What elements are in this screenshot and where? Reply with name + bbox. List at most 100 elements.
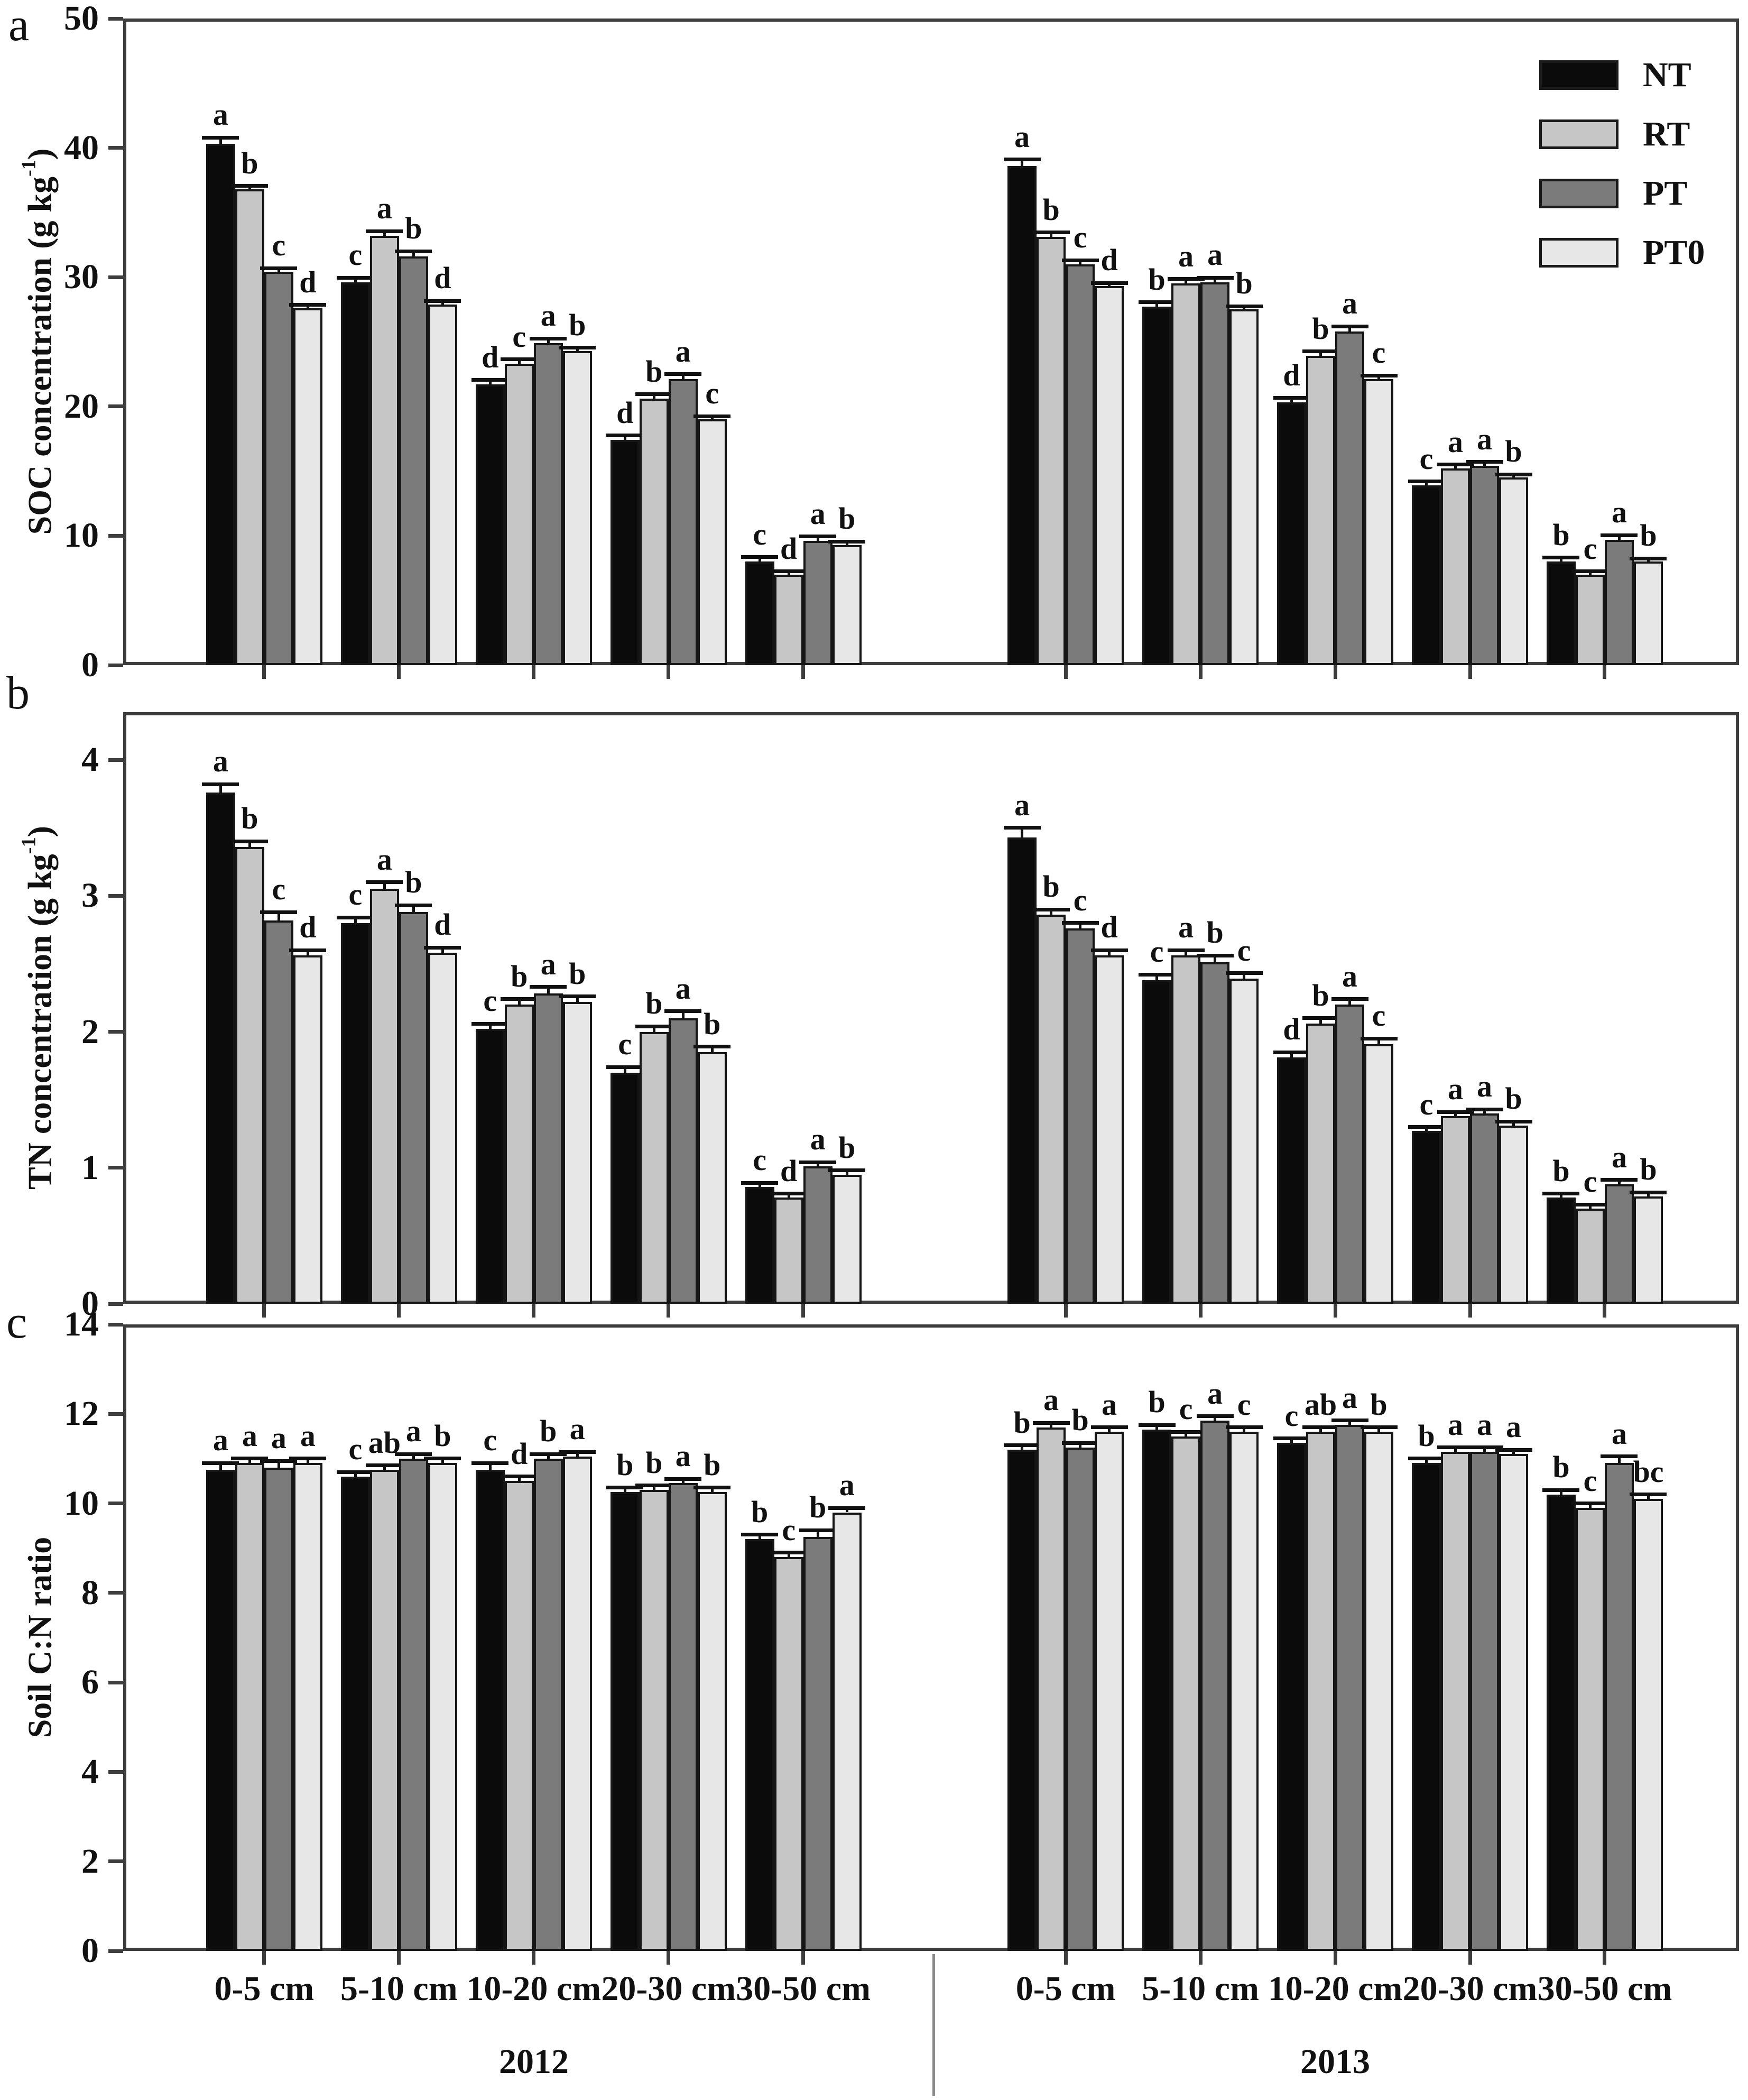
error-whisker-PT0-30-50 cm-2012 [845, 1170, 848, 1175]
significance-letter-NT-30-50 cm-2012: c [753, 517, 767, 551]
error-whisker-RT-5-10 cm-2012 [383, 1465, 386, 1470]
error-whisker-PT0-5-10 cm-2012 [441, 1458, 444, 1463]
significance-letter-NT-5-10 cm-2013: b [1148, 262, 1166, 297]
error-cap-RT-10-20 cm-2013 [1302, 1016, 1339, 1020]
panel-c-y-tick-label: 8 [81, 1573, 99, 1612]
error-cap-NT-30-50 cm-2012 [741, 1533, 779, 1537]
error-cap-NT-10-20 cm-2012 [471, 1461, 509, 1465]
error-cap-PT-5-10 cm-2012 [395, 249, 432, 253]
significance-letter-NT-5-10 cm-2012: c [348, 877, 363, 912]
panel-a-y-tick-label: 10 [64, 516, 99, 555]
error-cap-PT-20-30 cm-2012 [664, 1477, 702, 1481]
error-cap-NT-30-50 cm-2013 [1542, 556, 1580, 560]
significance-letter-RT-5-10 cm-2013: a [1178, 910, 1194, 945]
panel-c-y-tick-label: 0 [81, 1931, 99, 1970]
significance-letter-NT-10-20 cm-2013: d [1283, 1012, 1300, 1047]
significance-letter-PT-0-5 cm-2012: c [272, 228, 286, 263]
error-whisker-PT-0-5 cm-2012 [277, 1461, 280, 1468]
error-cap-PT-0-5 cm-2013 [1061, 258, 1099, 262]
error-whisker-PT0-10-20 cm-2012 [576, 996, 579, 1002]
significance-letter-PT0-20-30 cm-2012: c [705, 376, 719, 411]
significance-letter-RT-0-5 cm-2013: b [1042, 869, 1060, 904]
error-cap-RT-20-30 cm-2013 [1437, 463, 1474, 467]
error-cap-PT-5-10 cm-2012 [395, 903, 432, 907]
significance-letter-PT-30-50 cm-2013: a [1611, 495, 1627, 530]
significance-letter-RT-30-50 cm-2013: c [1583, 531, 1597, 566]
error-whisker-RT-20-30 cm-2013 [1454, 1447, 1457, 1452]
significance-letter-PT0-30-50 cm-2012: a [839, 1468, 855, 1503]
significance-letter-NT-0-5 cm-2013: a [1014, 119, 1030, 154]
legend-swatch-pt0 [1539, 238, 1618, 268]
significance-letter-RT-10-20 cm-2013: b [1312, 311, 1329, 346]
error-cap-RT-20-30 cm-2013 [1437, 1445, 1474, 1450]
error-whisker-PT-20-30 cm-2012 [681, 1011, 685, 1018]
bar-NT-0-5 cm-2013 [1007, 1450, 1037, 1951]
bar-PT0-0-5 cm-2013 [1095, 955, 1124, 1304]
error-whisker-RT-0-5 cm-2012 [248, 841, 251, 847]
error-cap-RT-30-50 cm-2013 [1571, 1502, 1609, 1506]
error-whisker-NT-0-5 cm-2013 [1021, 159, 1024, 166]
error-cap-RT-0-5 cm-2013 [1032, 231, 1070, 235]
error-whisker-RT-30-50 cm-2013 [1588, 1204, 1592, 1209]
significance-letter-NT-0-5 cm-2013: b [1013, 1405, 1031, 1440]
error-cap-PT0-20-30 cm-2012 [693, 1045, 731, 1049]
error-cap-PT0-30-50 cm-2012 [828, 1168, 866, 1173]
panel-c-y-tick-label: 10 [64, 1484, 99, 1523]
bar-PT0-30-50 cm-2013 [1633, 1196, 1663, 1304]
error-whisker-RT-0-5 cm-2012 [248, 1458, 251, 1463]
error-cap-PT0-5-10 cm-2012 [424, 299, 461, 303]
significance-letter-PT0-10-20 cm-2013: c [1372, 998, 1386, 1033]
bar-PT0-5-10 cm-2012 [428, 953, 457, 1304]
error-cap-PT-0-5 cm-2013 [1061, 1441, 1099, 1445]
error-cap-RT-20-30 cm-2012 [635, 1484, 673, 1488]
panel-a-x-tick-2013-20-30 cm [1468, 665, 1472, 679]
error-cap-PT-30-50 cm-2013 [1601, 533, 1638, 537]
error-whisker-PT0-5-10 cm-2013 [1243, 973, 1246, 979]
significance-letter-PT-20-30 cm-2013: a [1477, 1069, 1492, 1104]
error-cap-PT-10-20 cm-2012 [530, 1452, 567, 1456]
error-whisker-RT-10-20 cm-2013 [1319, 351, 1322, 356]
error-cap-PT-30-50 cm-2012 [799, 1160, 837, 1164]
error-cap-PT0-10-20 cm-2012 [559, 346, 596, 349]
error-cap-NT-20-30 cm-2012 [606, 434, 644, 438]
panel-a-x-tick-2012-0-5 cm [262, 665, 266, 679]
error-cap-PT-20-30 cm-2012 [664, 372, 702, 376]
significance-letter-PT-30-50 cm-2012: a [810, 496, 826, 531]
bar-NT-0-5 cm-2012 [206, 144, 235, 665]
significance-letter-NT-0-5 cm-2012: a [212, 97, 228, 132]
error-cap-PT0-20-30 cm-2013 [1495, 1448, 1532, 1452]
significance-letter-NT-30-50 cm-2013: b [1552, 517, 1570, 552]
bar-RT-5-10 cm-2013 [1171, 283, 1201, 665]
significance-letter-PT0-10-20 cm-2012: a [569, 1412, 585, 1447]
panel-c-x-tick-2013-0-5 cm [1063, 1951, 1068, 1965]
bar-RT-0-5 cm-2013 [1037, 1427, 1066, 1951]
error-whisker-PT0-10-20 cm-2013 [1377, 375, 1381, 380]
bar-RT-5-10 cm-2012 [369, 1470, 399, 1951]
legend-label-rt: RT [1643, 115, 1690, 153]
bar-PT-5-10 cm-2012 [399, 912, 428, 1304]
panel-a-x-tick-2013-0-5 cm [1063, 665, 1068, 679]
error-cap-PT0-0-5 cm-2013 [1090, 1425, 1128, 1430]
year-label-2012: 2012 [499, 2042, 569, 2081]
panel-c-x-tick-2013-10-20 cm [1333, 1951, 1337, 1965]
panel-c-y-tick-label: 4 [81, 1752, 99, 1791]
bar-PT0-10-20 cm-2013 [1364, 1044, 1394, 1304]
significance-letter-RT-20-30 cm-2012: b [645, 1445, 663, 1480]
legend-label-pt: PT [1643, 174, 1688, 213]
bar-PT-5-10 cm-2013 [1200, 962, 1230, 1304]
significance-letter-PT0-5-10 cm-2013: c [1237, 1387, 1251, 1422]
panel-c-y-tick-label: 2 [81, 1841, 99, 1881]
error-cap-NT-20-30 cm-2012 [606, 1065, 644, 1069]
error-whisker-PT0-20-30 cm-2013 [1512, 1450, 1515, 1454]
bar-RT-10-20 cm-2012 [504, 364, 534, 665]
error-cap-NT-10-20 cm-2012 [471, 1021, 509, 1026]
error-whisker-NT-30-50 cm-2013 [1559, 1193, 1562, 1198]
error-cap-PT0-5-10 cm-2013 [1225, 304, 1263, 308]
significance-letter-PT0-10-20 cm-2012: b [569, 307, 586, 342]
error-cap-PT-30-50 cm-2012 [799, 535, 837, 539]
error-whisker-PT0-20-30 cm-2012 [710, 1487, 714, 1493]
error-whisker-RT-20-30 cm-2013 [1454, 1112, 1457, 1116]
significance-letter-PT-0-5 cm-2012: a [271, 1421, 286, 1456]
error-cap-NT-30-50 cm-2013 [1542, 1192, 1580, 1196]
x-axis-depth-label-5-10 cm-2012: 5-10 cm [340, 1969, 458, 2008]
